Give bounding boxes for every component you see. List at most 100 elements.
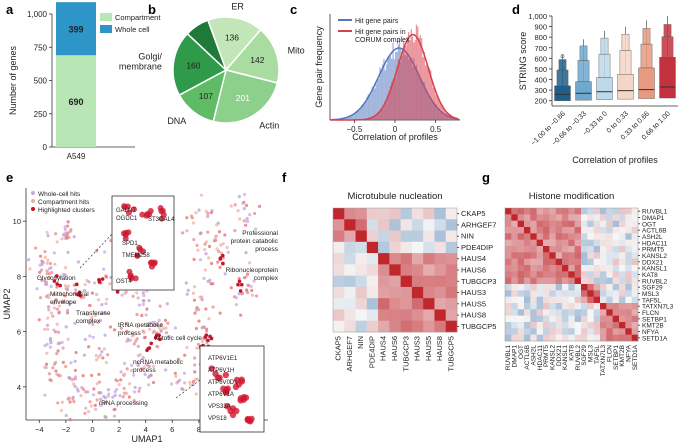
scatter-point xyxy=(125,391,129,396)
heatmap-cell xyxy=(593,303,601,310)
heatmap-cell xyxy=(536,315,544,323)
column-label: OGT xyxy=(518,345,525,359)
column-label: TATXN7L3 xyxy=(600,345,607,377)
heatmap-cell xyxy=(536,303,544,310)
scatter-point xyxy=(244,251,248,255)
heatmap-cell xyxy=(524,277,531,285)
hist-bar xyxy=(375,114,377,120)
heatmap-cell xyxy=(562,246,569,253)
hist-bar xyxy=(437,98,440,120)
scatter-point xyxy=(130,363,134,367)
scatter-point xyxy=(218,265,222,269)
heatmap-cell xyxy=(574,328,582,335)
heatmap-cell xyxy=(625,315,632,323)
y-tick-label: 0 xyxy=(43,143,48,152)
scatter-point xyxy=(64,413,68,418)
scatter-point xyxy=(147,383,151,387)
heatmap-cell xyxy=(517,227,525,234)
scatter-point xyxy=(133,385,137,390)
scatter-point xyxy=(205,341,209,345)
heatmap-cell xyxy=(593,265,601,272)
heatmap-cell xyxy=(587,284,594,291)
scatter-point xyxy=(99,318,103,323)
heatmap-cell xyxy=(530,271,537,278)
heatmap-cell xyxy=(445,275,458,288)
heatmap-cell xyxy=(625,246,632,253)
hist-bar xyxy=(376,79,379,120)
row-label: KMT2B xyxy=(642,323,664,330)
scatter-point xyxy=(105,297,109,301)
pie-category-label: membrane xyxy=(119,62,162,72)
x-tick-label: −4 xyxy=(35,425,44,434)
heatmap-cell xyxy=(549,328,556,335)
heatmap-cell xyxy=(619,214,626,221)
heatmap-cell xyxy=(631,290,639,297)
x-tick-label: 0 xyxy=(90,425,94,434)
scatter-point xyxy=(82,288,87,293)
heatmap-cell xyxy=(511,334,518,342)
heatmap-cell xyxy=(555,290,563,297)
box-body xyxy=(661,36,674,58)
heatmap-cell xyxy=(587,265,594,272)
scatter-point xyxy=(103,311,107,315)
scatter-point xyxy=(102,267,106,271)
heatmap-cell xyxy=(568,290,575,297)
heatmap-cell xyxy=(562,227,569,234)
heatmap-cell xyxy=(505,246,512,253)
heatmap-cell xyxy=(555,258,563,266)
heatmap-cell xyxy=(555,246,563,253)
heatmap-cell xyxy=(517,246,525,253)
scatter-point xyxy=(150,321,155,325)
heatmap-cell xyxy=(593,258,601,266)
scatter-point xyxy=(52,301,56,305)
heatmap-cell xyxy=(619,208,626,215)
scatter-point xyxy=(59,408,64,413)
cluster-annotation: process xyxy=(255,246,279,253)
highlight-point xyxy=(58,283,62,288)
scatter-point xyxy=(192,257,196,261)
scatter-point xyxy=(209,210,213,215)
scatter-point xyxy=(240,292,244,296)
scatter-point xyxy=(189,214,194,218)
scatter-point xyxy=(65,224,70,228)
heatmap-cell xyxy=(445,241,458,254)
inset-point xyxy=(139,211,146,218)
heatmap-cell xyxy=(587,334,594,342)
heatmap-cell xyxy=(524,258,531,266)
heatmap-cell xyxy=(344,230,356,243)
y-axis-label: UMAP2 xyxy=(2,288,12,319)
hist-bar xyxy=(405,45,407,121)
hist-bar xyxy=(411,36,414,120)
scatter-point xyxy=(119,326,123,330)
hist-bar xyxy=(415,24,418,120)
y-tick-label: 6 xyxy=(17,328,21,337)
scatter-point xyxy=(40,260,44,264)
heatmap-cell xyxy=(568,208,575,215)
scatter-point xyxy=(207,244,212,249)
heatmap-cell xyxy=(366,241,379,254)
heatmap-cell xyxy=(593,334,601,342)
heatmap-cell xyxy=(587,227,594,234)
y-tick-label: 10 xyxy=(13,217,21,226)
heatmap-cell xyxy=(593,252,601,259)
heatmap-cell xyxy=(530,246,537,253)
scatter-point xyxy=(45,230,49,235)
scatter-point xyxy=(236,209,240,213)
pie-slice xyxy=(206,16,262,72)
scatter-point xyxy=(131,294,135,298)
scatter-point xyxy=(114,378,118,382)
highlight-point xyxy=(149,341,154,346)
scatter-point xyxy=(108,282,112,286)
column-label: TAF5L xyxy=(594,345,601,364)
hist-bar xyxy=(366,96,368,120)
heatmap-cell xyxy=(333,264,345,276)
outlier-point xyxy=(560,54,565,59)
highlight-point xyxy=(238,289,243,293)
scatter-point xyxy=(94,407,98,411)
hist-bar xyxy=(402,40,405,120)
scatter-point xyxy=(147,374,152,378)
scatter-point xyxy=(72,400,76,404)
heatmap-cell xyxy=(423,230,435,243)
heatmap-cell xyxy=(366,208,379,220)
heatmap-cell xyxy=(600,303,607,310)
